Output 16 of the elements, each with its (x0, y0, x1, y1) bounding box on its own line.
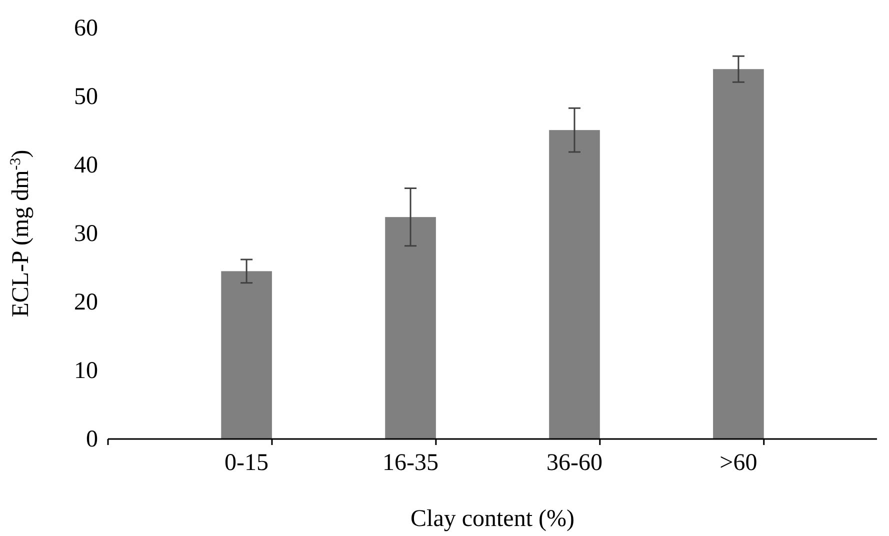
x-tick-label: >60 (720, 450, 758, 476)
y-tick-label: 20 (74, 290, 98, 316)
bar (713, 69, 764, 439)
x-tick-label: 16-35 (382, 450, 439, 476)
x-axis-title: Clay content (%) (410, 506, 574, 532)
y-tick-label: 0 (86, 426, 98, 453)
y-tick-label: 30 (74, 221, 98, 248)
y-tick-label: 40 (74, 152, 98, 179)
y-tick-label: 10 (74, 358, 98, 384)
x-tick-label: 0-15 (224, 450, 269, 476)
x-tick-label: 36-60 (546, 450, 602, 476)
y-tick-label: 60 (74, 16, 98, 42)
bar (385, 217, 436, 439)
y-tick-label: 50 (74, 84, 98, 110)
bar (549, 130, 600, 439)
bar (221, 271, 272, 439)
